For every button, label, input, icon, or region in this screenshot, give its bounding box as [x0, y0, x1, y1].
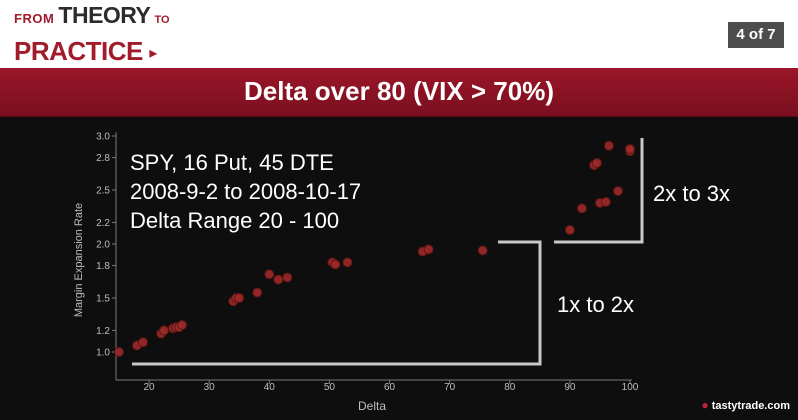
- annotation-1x-to-2x: 1x to 2x: [557, 292, 634, 317]
- scatter-point: [342, 257, 353, 268]
- page-indicator: 4 of 7: [728, 22, 784, 48]
- y-tick-label: 1.2: [96, 326, 110, 337]
- data-points: [114, 140, 635, 357]
- logo-to: TO: [154, 14, 170, 26]
- cherry-icon: ●: [701, 398, 709, 412]
- play-arrow-icon: ▸: [149, 44, 157, 61]
- scatter-point: [603, 140, 614, 151]
- scatter-point: [330, 259, 341, 270]
- annotation-spy: SPY, 16 Put, 45 DTE: [130, 150, 334, 175]
- bracket-line-2x-3x: [554, 138, 644, 244]
- y-tick-label: 2.5: [96, 186, 110, 197]
- x-tick-label: 30: [204, 382, 216, 393]
- x-axis-label: Delta: [358, 399, 386, 413]
- footer-brand-text: tastytrade.com: [711, 400, 790, 412]
- x-tick-label: 50: [324, 382, 336, 393]
- y-tick-label: 1.0: [96, 348, 110, 359]
- scatter-point: [273, 274, 284, 285]
- bracket-2x-3x: [554, 138, 644, 244]
- scatter-point: [423, 244, 434, 255]
- axes: [115, 132, 632, 381]
- scatter-point: [138, 337, 149, 348]
- y-tick-label: 2.8: [96, 153, 110, 164]
- scatter-point: [564, 224, 575, 235]
- x-ticks: 20 30 40 50 60 70 80 90 100: [143, 380, 639, 393]
- scatter-point: [159, 325, 170, 336]
- logo-theory: THEORY: [58, 2, 151, 28]
- x-tick-label: 40: [264, 382, 276, 393]
- y-tick-label: 2.2: [96, 218, 110, 229]
- x-tick-label: 80: [504, 382, 516, 393]
- y-tick-label: 1.5: [96, 294, 110, 305]
- chart-background: [0, 117, 798, 420]
- x-tick-label: 70: [444, 382, 456, 393]
- x-tick-label: 90: [564, 382, 576, 393]
- x-tick-label: 60: [384, 382, 396, 393]
- scatter-point: [264, 269, 275, 280]
- annotation-date-range: 2008-9-2 to 2008-10-17: [130, 179, 361, 204]
- y-tick-label: 1.8: [96, 261, 110, 272]
- header-bar: FROM THEORY TO PRACTICE ▸ 4 of 7: [0, 0, 798, 68]
- scatter-point: [625, 143, 635, 154]
- annotation-2x-to-3x: 2x to 3x: [653, 181, 730, 206]
- bracket-1x-2x: [132, 240, 542, 366]
- brand-logo: FROM THEORY TO PRACTICE ▸: [14, 2, 174, 66]
- scatter-point: [591, 158, 602, 168]
- scatter-point: [612, 186, 623, 197]
- y-tick-label: 3.0: [96, 132, 110, 143]
- scatter-point: [576, 203, 587, 214]
- annotation-delta-range: Delta Range 20 - 100: [130, 208, 339, 233]
- logo-from: FROM: [14, 11, 55, 26]
- scatter-point: [177, 320, 188, 330]
- bracket-line-1x-2x: [132, 240, 542, 366]
- title-band: Delta over 80 (VIX > 70%): [0, 68, 798, 118]
- scatter-point: [477, 245, 488, 256]
- slide-title: Delta over 80 (VIX > 70%): [244, 76, 554, 106]
- y-tick-label: 2.0: [96, 240, 110, 251]
- scatter-point: [600, 196, 611, 207]
- scatter-point: [234, 293, 245, 303]
- scatter-point: [114, 347, 124, 357]
- scatter-point: [282, 272, 293, 283]
- y-ticks: 1.0 1.2 1.5 1.8 2.0 2.2 2.5 2.8 3.0: [96, 132, 116, 359]
- footer-brand: ● tastytrade.com: [701, 398, 790, 412]
- scatter-point: [252, 287, 263, 298]
- x-tick-label: 20: [143, 382, 155, 393]
- x-tick-label: 100: [622, 382, 639, 393]
- y-axis-label: Margin Expansion Rate: [73, 203, 85, 317]
- logo-practice: PRACTICE: [14, 36, 143, 66]
